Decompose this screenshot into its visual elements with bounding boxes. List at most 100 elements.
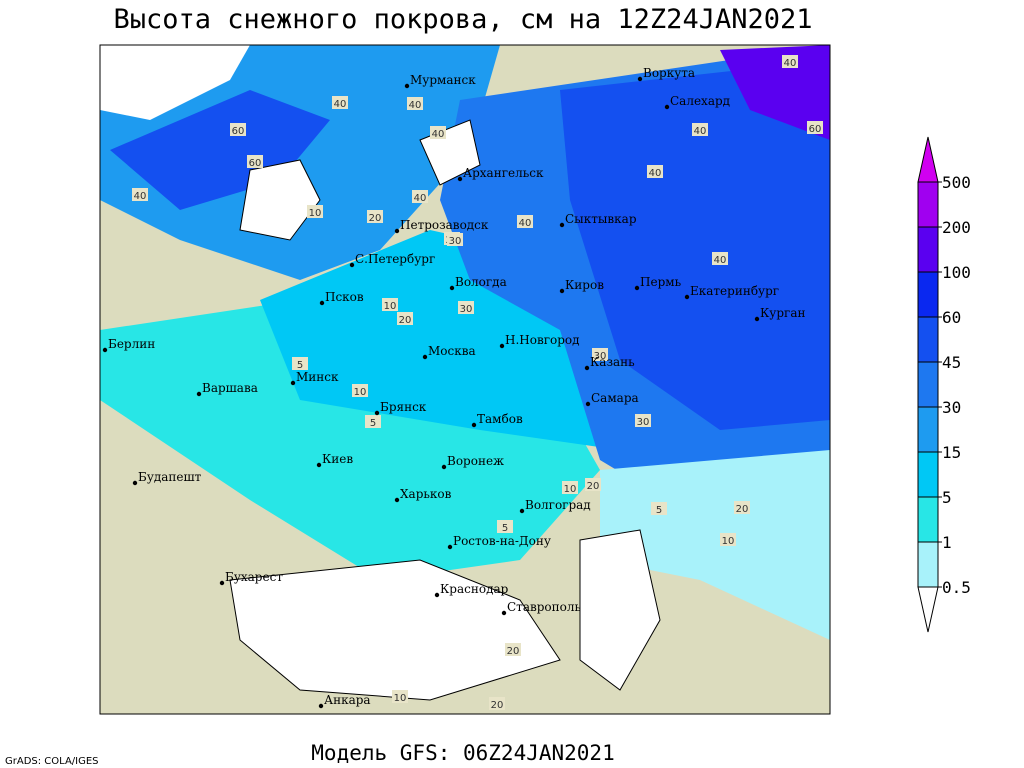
colorbar-label: 60 (942, 308, 961, 327)
colorbar-band (917, 541, 939, 588)
city-dot (394, 497, 400, 503)
colorbar-band (917, 181, 939, 228)
snow-area (560, 60, 830, 430)
contour-label: 60 (232, 126, 245, 137)
colorbar-label: 45 (942, 353, 961, 372)
city-dot (394, 228, 400, 234)
city-label: Тамбов (477, 412, 523, 426)
city-dot (132, 480, 138, 486)
contour-label: 10 (722, 536, 735, 547)
colorbar-label: 200 (942, 218, 971, 237)
contour-label: 10 (354, 387, 367, 398)
city-label: Казань (590, 355, 635, 369)
city-dot (559, 222, 565, 228)
city-dot (499, 343, 505, 349)
contour-label-box (505, 643, 521, 656)
contour-label-box (562, 481, 578, 494)
model-label: Модель GFS: 06Z24JAN2021 (311, 741, 614, 765)
contour-label: 40 (649, 168, 662, 179)
contour-label: 40 (414, 193, 427, 204)
colorbar-band (917, 451, 939, 498)
contour-label: 5 (502, 523, 508, 534)
contour-label-box (635, 414, 651, 427)
colorbar-label: 15 (942, 443, 961, 462)
contour-label-box (592, 348, 608, 361)
contour-label-box (292, 357, 308, 370)
contour-label-box (332, 96, 348, 109)
city-dot (754, 316, 760, 322)
city-dot (447, 544, 453, 550)
contour-label: 60 (809, 124, 822, 135)
city-label: Будапешт (138, 470, 202, 484)
contour-label-box (430, 126, 446, 139)
colorbar-band (917, 406, 939, 453)
contour-label-box (392, 690, 408, 703)
city-label: Петрозаводск (400, 218, 489, 232)
city-label: Екатеринбург (690, 284, 779, 298)
city-dot (290, 380, 296, 386)
contour-label: 10 (384, 301, 397, 312)
city-label: Воронеж (447, 454, 504, 468)
contour-label-box (692, 123, 708, 136)
title: Высота снежного покрова, см на 12Z24JAN2… (114, 4, 813, 35)
contour-labels: 4060404040604020102030404040404010203051… (132, 55, 823, 711)
city-dot (219, 580, 225, 586)
city-label: Вологда (455, 275, 507, 289)
city-dot (585, 401, 591, 407)
contour-label: 40 (134, 191, 147, 202)
contour-label: 20 (507, 646, 520, 657)
colorbar-label: 30 (942, 398, 961, 417)
contour-label-box (647, 165, 663, 178)
contour-label: 5 (297, 360, 303, 371)
colorbar-band (917, 316, 939, 363)
contour-label-box (367, 210, 383, 223)
city-label: Псков (325, 290, 364, 304)
city-label: Салехард (670, 94, 730, 108)
city-dot (471, 422, 477, 428)
city-dot (349, 262, 355, 268)
city-label: Киев (322, 452, 353, 466)
city-dot (316, 462, 322, 468)
contour-label: 40 (694, 126, 707, 137)
city-dot (584, 365, 590, 371)
city-label: Самара (591, 391, 639, 405)
contour-label: 10 (564, 484, 577, 495)
city-dot (559, 288, 565, 294)
city-label: Киров (565, 278, 604, 292)
arctic-sea (100, 45, 250, 120)
contour-label: 20 (369, 213, 382, 224)
colorbar-top (917, 136, 939, 183)
caspian-sea (579, 529, 661, 691)
colorbar-label: 1 (942, 533, 952, 552)
contour-label: 20 (399, 315, 412, 326)
colorbar-band (917, 271, 939, 318)
city-dot (102, 347, 108, 353)
city-dot (404, 83, 410, 89)
contour-label-box (365, 415, 381, 428)
colorbar-label: 5 (942, 488, 952, 507)
city-dot (449, 285, 455, 291)
contour-label: 5 (370, 418, 376, 429)
colorbar-bottom (917, 586, 939, 633)
city-dot (374, 410, 380, 416)
colorbar-label: 100 (942, 263, 971, 282)
city-label: Анкара (324, 693, 371, 707)
contour-label-box (382, 298, 398, 311)
city-dot (664, 104, 670, 110)
contour-label: 30 (637, 417, 650, 428)
contour-label-box (712, 252, 728, 265)
city-label: Харьков (400, 487, 452, 501)
black-sea (229, 559, 561, 701)
city-label: Бухарест (225, 570, 283, 584)
contour-label: 40 (519, 218, 532, 229)
contour-label-box (412, 190, 428, 203)
city-dot (684, 294, 690, 300)
contour-label-box (247, 155, 263, 168)
city-label: Мурманск (410, 73, 476, 87)
city-dot (434, 592, 440, 598)
city-label: Минск (296, 370, 339, 384)
contour-label: 30 (449, 236, 462, 247)
contour-label-box (132, 188, 148, 201)
contour-label: 60 (249, 158, 262, 169)
